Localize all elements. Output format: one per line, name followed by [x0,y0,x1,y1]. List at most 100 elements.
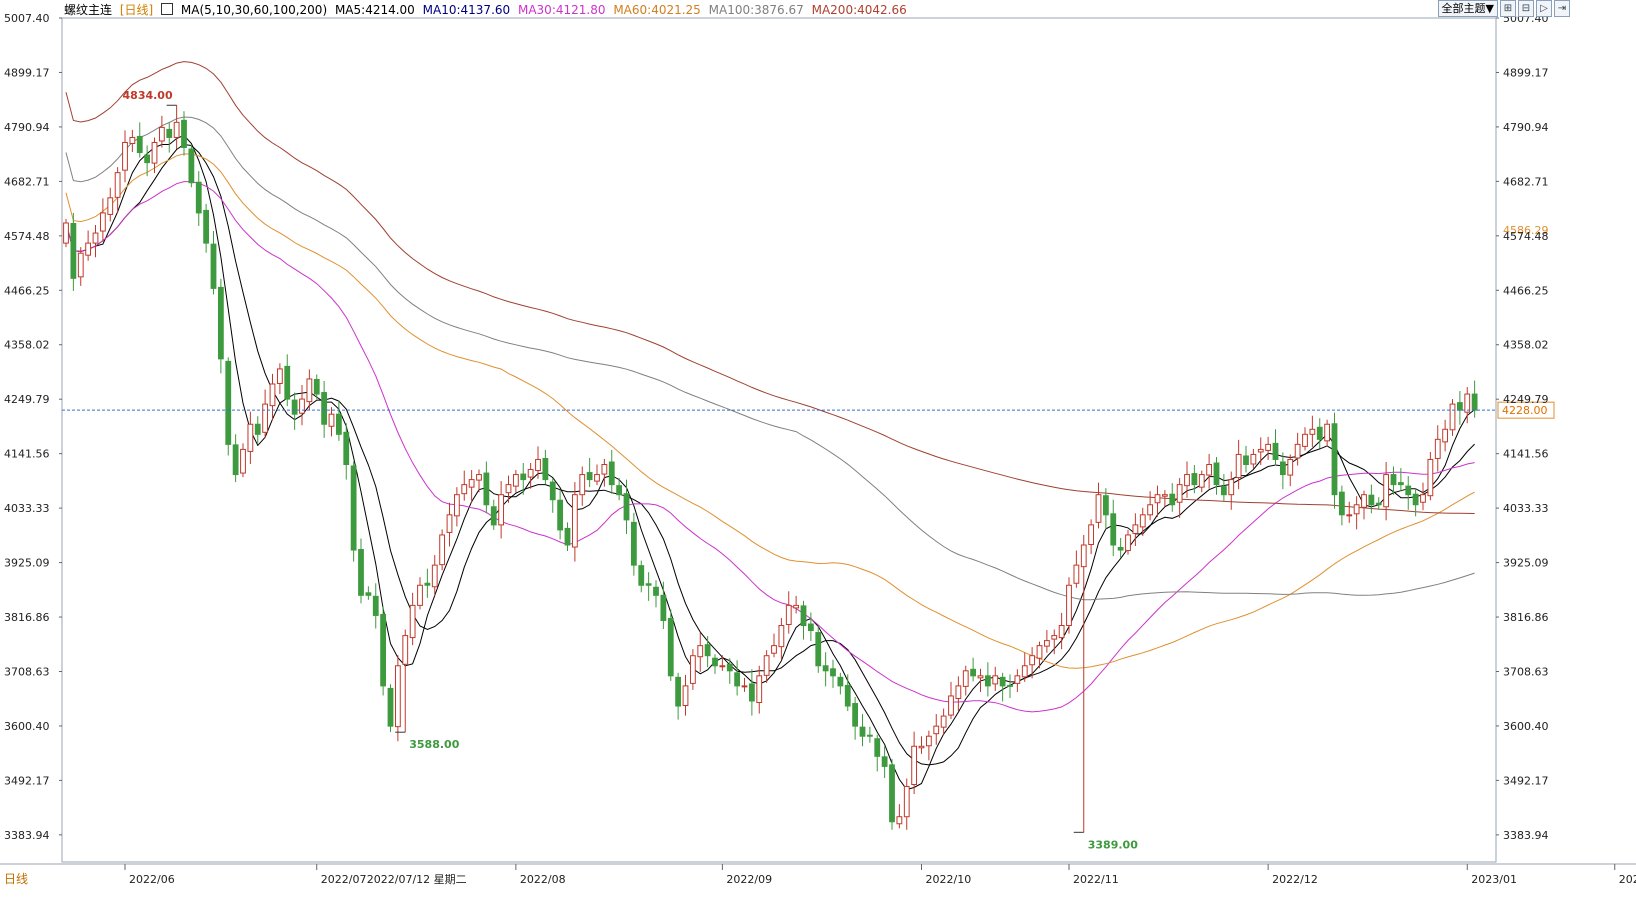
zoom-in-icon[interactable]: ⊞ [1500,0,1516,17]
candle-body [771,645,777,654]
chart-header: 螺纹主连 [日线] MA(5,10,30,60,100,200) MA5:421… [64,1,911,19]
candle-body [490,506,497,526]
candle-body [1206,464,1213,476]
y-tick-label-left: 4682.71 [4,175,50,188]
candle-body [1213,462,1220,486]
candle-body [269,383,276,407]
candle-body [394,665,401,728]
candle-body [424,582,431,586]
candle-body [1383,474,1390,508]
ma-settings-icon[interactable] [161,3,174,15]
crosshair-date: 2022/07/12 星期二 [367,873,467,886]
candle-body [1464,393,1471,413]
candle-body [1102,495,1109,516]
forward-icon[interactable]: ⇥ [1554,0,1570,17]
candle-body [431,564,438,588]
candle-body [144,154,151,164]
candle-body [1154,494,1161,504]
candle-body [1007,684,1013,687]
candle-body [129,136,136,144]
candle-body [763,655,770,676]
candle-body [1338,491,1345,516]
candle-body [1014,675,1021,684]
candle-body [380,613,387,687]
candle-body [365,592,372,596]
candle-body [830,668,836,677]
period-label[interactable]: [日线] [119,3,154,17]
candle-body [313,378,320,395]
y-tick-label-left: 4466.25 [4,284,50,297]
y-tick-label-right: 4141.56 [1503,448,1549,461]
x-tick-label: 2022/11 [1073,873,1119,886]
candle-body [1331,423,1338,496]
ma-params[interactable]: MA(5,10,30,60,100,200) [180,3,328,17]
y-tick-label-left: 3600.40 [4,720,50,733]
candle-body [1449,403,1456,431]
y-tick-label-left: 4033.33 [4,502,50,515]
period-tab[interactable]: 日线 [4,872,28,886]
candle-body [1051,635,1058,640]
y-tick-label-left: 4249.79 [4,393,50,406]
candle-body [358,549,364,596]
candle-body [1184,474,1190,487]
zoom-out-icon[interactable]: ⊟ [1518,0,1534,17]
x-tick-label: 2022/09 [726,873,772,886]
candle-body [896,816,903,825]
y-tick-label-left: 4899.17 [4,66,50,79]
candle-body [1043,640,1050,647]
candle-body [210,243,217,289]
candle-body [409,604,416,639]
candle-body [726,663,733,672]
candle-body [1198,474,1205,488]
y-tick-label-right: 3383.94 [1503,829,1549,842]
candle-body [1073,564,1080,584]
candle-body [321,392,328,425]
candle-body [203,209,210,244]
play-icon[interactable]: ▷ [1536,0,1552,17]
candle-body [1029,655,1036,666]
candle-body [984,675,991,687]
ma200-value: MA200:4042.66 [811,3,907,17]
candle-body [1080,544,1087,568]
ma100-value: MA100:3876.67 [708,3,804,17]
candle-body [195,181,202,214]
ma10-line [65,143,1475,766]
candle-body [498,494,505,526]
candle-body [1191,473,1198,486]
candle-body [1132,524,1139,534]
candle-body [889,764,895,823]
x-tick-label: 2022/06 [129,873,175,886]
candle-body [1324,423,1331,442]
y-tick-label-left: 5007.40 [4,12,50,25]
candle-body [107,197,114,215]
candle-body [1228,479,1235,496]
y-tick-label-left: 3816.86 [4,611,50,624]
candle-body [276,368,283,384]
candle-body [1471,393,1478,411]
candle-body [63,222,69,244]
y-tick-label-right: 4790.94 [1503,121,1549,134]
candle-body [1294,443,1301,459]
candle-body [1427,458,1434,497]
candle-body [645,583,652,586]
candle-body [1353,504,1360,515]
candle-body [1117,547,1124,551]
candle-body [601,464,608,475]
candle-body [844,684,851,707]
candle-body [859,726,866,737]
candle-body [918,745,925,749]
candle-body [579,474,586,496]
candle-body [387,687,394,727]
ma60-right-label: 4586.29 [1503,224,1549,237]
candle-body [682,685,689,707]
candle-body [306,378,313,403]
candle-body [1169,493,1176,506]
candle-body [1139,514,1146,528]
candle-body [704,644,711,657]
candle-body [1368,494,1375,506]
candle-body [520,473,527,481]
candle-body [284,365,291,400]
candle-body [594,474,600,482]
theme-select[interactable]: 全部主题▼ [1437,0,1498,17]
